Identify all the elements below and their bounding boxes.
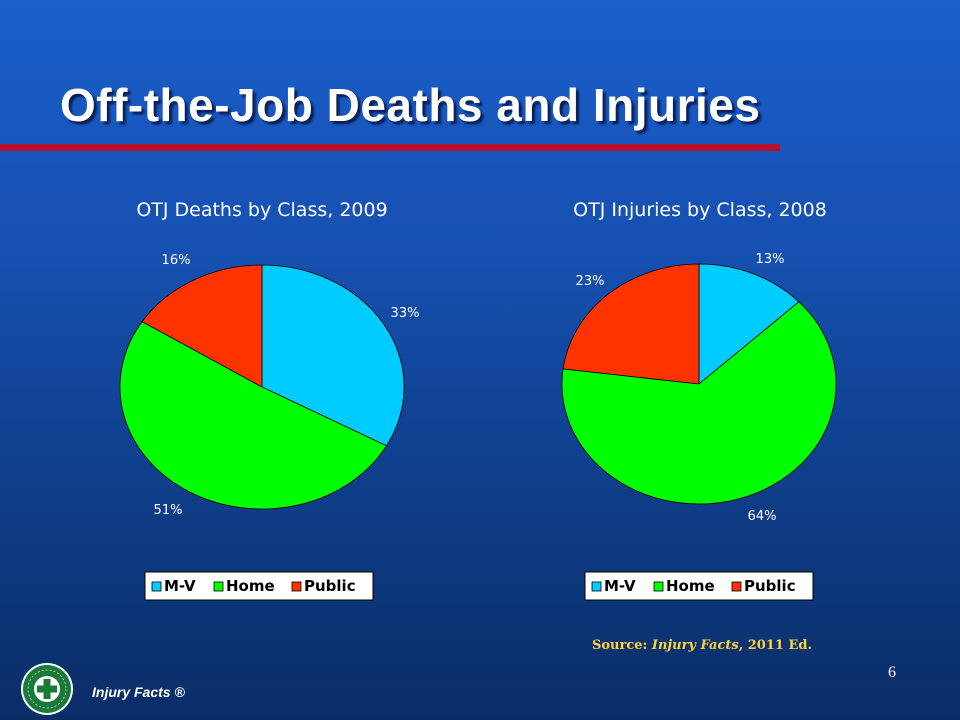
legend-swatch-mv bbox=[151, 581, 162, 592]
source-citation: Source: Injury Facts, 2011 Ed. bbox=[592, 638, 812, 653]
legend-swatch-public bbox=[291, 581, 302, 592]
pct-label-injuries-mv: 13% bbox=[756, 252, 785, 267]
chart-title-injuries: OTJ Injuries by Class, 2008 bbox=[573, 199, 827, 221]
pie-slice-public bbox=[141, 264, 263, 388]
source-prefix: Source: bbox=[592, 638, 648, 653]
pie-slice-home bbox=[561, 301, 837, 505]
page-number: 6 bbox=[888, 664, 896, 681]
title-underline bbox=[0, 144, 780, 151]
legend-injuries: M-V Home Public bbox=[584, 571, 814, 601]
chart-deaths: OTJ Deaths by Class, 2009 33% 51% 16% M-… bbox=[119, 199, 420, 601]
pie-slice-mv bbox=[698, 263, 800, 385]
chart-title-deaths: OTJ Deaths by Class, 2009 bbox=[136, 199, 387, 221]
slide-title: Off-the-Job Deaths and Injuries bbox=[60, 79, 761, 131]
source-title: Injury Facts bbox=[651, 638, 739, 653]
nsc-logo-icon bbox=[21, 663, 73, 715]
legend-swatch-home bbox=[653, 581, 664, 592]
legend-label-public: Public bbox=[744, 577, 796, 595]
legend-label-mv: M-V bbox=[164, 577, 196, 595]
pie-slice-home bbox=[119, 321, 388, 510]
legend-label-home: Home bbox=[226, 577, 275, 595]
pct-label-injuries-home: 64% bbox=[748, 509, 777, 524]
pie-slice-public bbox=[562, 263, 700, 385]
legend-deaths: M-V Home Public bbox=[144, 571, 374, 601]
pct-label-deaths-home: 51% bbox=[154, 503, 183, 518]
legend-label-public: Public bbox=[304, 577, 356, 595]
legend-label-home: Home bbox=[666, 577, 715, 595]
legend-swatch-home bbox=[213, 581, 224, 592]
pie-deaths bbox=[119, 264, 405, 510]
brand-label: Injury Facts ® bbox=[92, 684, 185, 700]
source-edition: , 2011 Ed. bbox=[738, 638, 812, 653]
legend-swatch-public bbox=[731, 581, 742, 592]
pct-label-injuries-public: 23% bbox=[576, 274, 605, 289]
pct-label-deaths-public: 16% bbox=[162, 253, 191, 268]
legend-swatch-mv bbox=[591, 581, 602, 592]
pie-injuries bbox=[561, 263, 837, 505]
pie-slice-mv bbox=[261, 264, 405, 447]
chart-injuries: OTJ Injuries by Class, 2008 13% 64% 23% … bbox=[561, 199, 837, 601]
pct-label-deaths-mv: 33% bbox=[391, 306, 420, 321]
legend-label-mv: M-V bbox=[604, 577, 636, 595]
